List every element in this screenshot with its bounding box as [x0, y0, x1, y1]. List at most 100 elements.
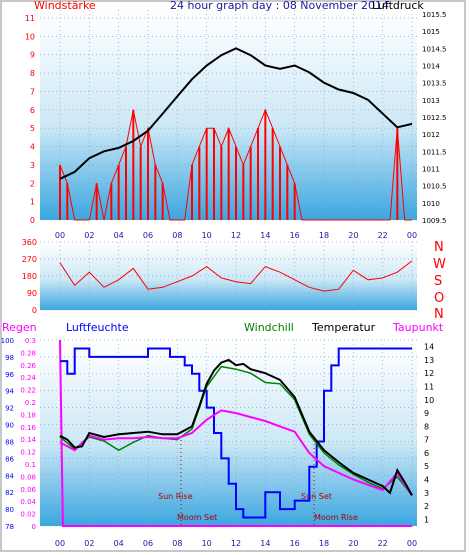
- x-tick-label: 12: [231, 231, 241, 240]
- humidity-tick-label: 98: [5, 354, 14, 362]
- humidity-tick-label: 82: [5, 489, 14, 497]
- wind-bar: [125, 146, 127, 220]
- temperature-tick-label: 9: [424, 409, 429, 418]
- x-tick-label: 16: [290, 231, 300, 240]
- wind-tick-label: 9: [30, 51, 35, 60]
- wind-bar: [213, 128, 215, 220]
- wind-bar: [257, 128, 259, 220]
- wind-bar: [66, 183, 69, 220]
- wind-tick-label: 5: [30, 124, 35, 133]
- x-tick-label: 18: [319, 231, 329, 240]
- windchill-title: Windchill: [244, 321, 294, 334]
- dewpoint-title: Taupunkt: [392, 321, 444, 334]
- moonset-label: Moom Set: [177, 513, 217, 522]
- dewpoint-line: [59, 409, 413, 496]
- wind-tick-label: 2: [30, 179, 35, 188]
- direction-tick-label: 0: [32, 306, 37, 315]
- humidity-tick-label: 88: [5, 438, 14, 446]
- dir-label-s: S: [434, 274, 442, 289]
- humidity-tick-label: 84: [5, 472, 14, 480]
- rain-tick-label: 0.12: [20, 449, 36, 457]
- wind-title: Windstärke: [34, 0, 96, 12]
- x-tick-label: 02: [84, 231, 94, 240]
- temperature-tick-label: 6: [424, 449, 429, 458]
- rain-line: [59, 339, 412, 527]
- temperature-line: [59, 358, 413, 496]
- temperature-tick-label: 12: [424, 369, 434, 378]
- rain-tick-label: 0.2: [25, 399, 36, 407]
- humidity-tick-label: 90: [5, 422, 14, 430]
- pressure-line: [59, 47, 413, 180]
- humidity-line: [60, 347, 412, 519]
- x-tick-label: 10: [202, 231, 212, 240]
- rain-tick-label: 0.04: [20, 498, 36, 506]
- wind-bar: [198, 146, 201, 220]
- chart-marks: 012345678910111009.510101010.510111011.5…: [1, 11, 447, 548]
- dir-label-w: W: [433, 257, 446, 272]
- wind-bar: [95, 183, 98, 220]
- wind-bar: [139, 146, 142, 220]
- humidity-tick-label: 92: [5, 405, 14, 413]
- x-tick-label: 20: [348, 539, 358, 548]
- wind-bar: [396, 128, 399, 220]
- direction-tick-label: 180: [22, 272, 37, 281]
- x-tick-label: 00: [55, 231, 65, 240]
- rain-tick-label: 0.06: [20, 486, 36, 494]
- rain-tick-label: 0.26: [20, 362, 36, 370]
- pressure-tick-label: 1013.5: [422, 80, 447, 88]
- x-tick-label: 12: [231, 539, 241, 548]
- pressure-tick-label: 1011.5: [422, 148, 447, 156]
- rain-tick-label: 0.28: [20, 349, 36, 357]
- humidity-tick-label: 78: [5, 523, 14, 531]
- direction-tick-label: 360: [22, 238, 37, 247]
- wind-tick-label: 3: [30, 161, 35, 170]
- wind-tick-label: 11: [25, 14, 35, 23]
- moonrise-label: Moom Rise: [314, 513, 358, 522]
- humidity-tick-label: 100: [1, 337, 14, 345]
- direction-tick-label: 270: [22, 255, 37, 264]
- pressure-tick-label: 1010: [422, 200, 440, 208]
- pressure-tick-label: 1015.5: [422, 11, 447, 19]
- direction-tick-label: 90: [27, 289, 37, 298]
- x-tick-label: 08: [172, 231, 182, 240]
- pressure-title: Luftdruck: [372, 0, 424, 12]
- pressure-tick-label: 1011: [422, 166, 440, 174]
- wind-tick-label: 4: [30, 143, 35, 152]
- temperature-tick-label: 13: [424, 356, 434, 365]
- wind-bar: [147, 128, 149, 220]
- wind-bar: [264, 109, 267, 220]
- wind-bar: [191, 164, 193, 220]
- temperature-tick-label: 8: [424, 422, 429, 431]
- x-tick-label: 16: [290, 539, 300, 548]
- wind-bar: [235, 146, 237, 220]
- wind-tick-label: 10: [25, 32, 35, 41]
- rain-tick-label: 0.14: [20, 436, 36, 444]
- windchill-line: [59, 365, 413, 496]
- temperature-tick-label: 3: [424, 489, 429, 498]
- rain-tick-label: 0: [32, 523, 36, 531]
- pressure-tick-label: 1012.5: [422, 114, 447, 122]
- pressure-tick-label: 1015: [422, 28, 440, 36]
- wind-bar: [249, 146, 252, 220]
- x-tick-label: 08: [172, 539, 182, 548]
- wind-bar: [59, 164, 61, 220]
- wind-tick-label: 1: [30, 198, 35, 207]
- wind-tick-label: 7: [30, 87, 35, 96]
- x-tick-label: 04: [114, 231, 124, 240]
- wind-tick-label: 6: [30, 106, 35, 115]
- temperature-title: Temperatur: [311, 321, 376, 334]
- rain-tick-label: 0.24: [20, 374, 36, 382]
- x-tick-label: 20: [348, 231, 358, 240]
- rain-tick-label: 0.16: [20, 424, 36, 432]
- date-title: 24 hour graph day : 08 November 2014: [170, 0, 389, 12]
- dir-label-n-top: N: [434, 240, 444, 255]
- wind-bar: [242, 164, 245, 220]
- rain-title: Regen: [2, 321, 37, 334]
- rain-tick-label: 0.1: [25, 461, 36, 469]
- humidity-tick-label: 80: [5, 506, 14, 514]
- pressure-tick-label: 1009.5: [422, 217, 447, 225]
- x-tick-label: 14: [260, 231, 270, 240]
- wind-bar: [293, 183, 296, 220]
